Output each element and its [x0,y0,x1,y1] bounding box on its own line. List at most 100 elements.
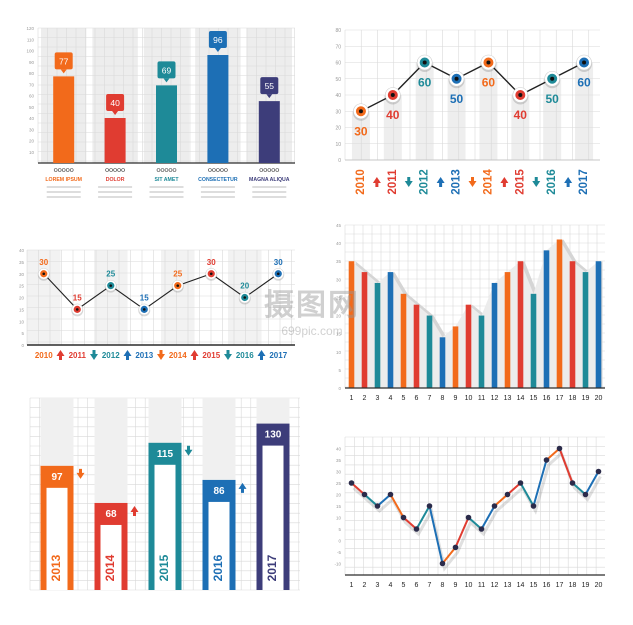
chart4-ytick: 0 [338,386,341,391]
chart4-x-label: 4 [389,395,393,402]
chart1-ytick: 60 [29,94,35,99]
chart6-x-label: 13 [504,582,512,589]
chart6-point [439,560,446,567]
chart6-segment [454,517,470,548]
chart2-x-label: 2013 [451,169,463,195]
chart2-ytick: 50 [335,77,341,83]
chart6-segment [519,482,535,507]
chart6-x-label: 10 [465,582,473,589]
chart6-x-label: 7 [428,582,432,589]
chart2-value-label: 60 [418,76,432,90]
chart6-point [504,491,511,498]
chart6-segment [584,471,600,495]
chart3-value-label: 25 [173,270,182,279]
chart1-value-label: 69 [162,65,172,75]
chart2-trend-arrow [372,177,381,187]
chart1-ytick: 90 [29,60,35,65]
chart4-x-label: 5 [402,395,406,402]
chart3-ytick: 10 [19,319,25,324]
chart6-point [387,491,394,498]
chart2-value-label: 50 [546,92,560,106]
chart3-value-label: 15 [73,293,82,302]
chart6-point [543,457,550,463]
chart5-value-label: 86 [213,486,225,497]
chart2-ytick: 10 [335,142,341,148]
chart5-year-label: 2013 [49,554,63,581]
chart5-year-label: 2015 [157,554,171,581]
chart2-point-center [390,93,395,97]
chart1-dot [172,168,177,172]
chart1-category-label: SIT AMET [154,177,179,183]
chart2-band [351,111,370,160]
chart2-value-label: 60 [482,76,496,90]
chart6-point [556,445,563,452]
chart5-trend-arrow [184,445,193,456]
chart1-dot [208,168,212,172]
chart3-value-label: 30 [39,258,48,267]
chart1-callout-tail [214,48,221,52]
chart3-point-center [209,272,213,276]
chart4-bar [530,293,537,388]
chart6-point [374,503,381,509]
chart3-point-center [109,284,113,287]
chart2-value-label: 40 [386,108,400,122]
chart1-bar [207,55,229,163]
chart6-ytick: 40 [336,447,342,452]
chart4-bar [569,261,576,388]
chart3-x-label: 2011 [69,351,87,360]
chart3-point-center [42,272,46,276]
chart3-ytick: 0 [21,343,24,348]
chart4-x-label: 6 [415,395,419,402]
chart3-ytick: 35 [19,260,25,265]
chart4-ytick: 15 [336,332,342,337]
chart6-ytick: 25 [336,481,342,486]
chart6-point [361,491,368,498]
chart2-ytick: 0 [338,158,341,164]
chart3-x-label: 2014 [169,351,187,360]
chart4-x-label: 11 [478,395,485,402]
chart2-ytick: 70 [335,44,341,50]
chart3-value-label: 25 [106,270,115,279]
chart4-x-label: 15 [530,395,538,402]
chart4-bar [582,272,589,388]
chart2-point-center [486,60,491,65]
chart4-bar [374,282,381,388]
chart1-category-label: LOREM IPSUM [45,177,82,183]
chart1-dot [121,168,125,172]
chart6-point [491,503,498,509]
chart6-segment [389,494,405,518]
chart1-dot [113,168,117,172]
chart6-x-label: 9 [454,582,458,589]
chart6-x-label: 6 [415,582,419,589]
chart1-dot [220,168,224,172]
chart6-point [348,480,355,486]
chart1-ytick: 110 [27,37,35,42]
chart3-point-center [243,296,247,299]
chart6-segment [493,493,509,507]
chart2-trend-arrow [468,177,477,187]
chart2-value-label: 30 [354,124,368,138]
chart6-ytick: 0 [338,539,341,544]
chart3-band [94,250,128,345]
chart2-x-label: 2014 [482,169,494,195]
chart6-segment [402,516,418,530]
chart1-callout [54,52,73,70]
chart6-ytick: -10 [334,562,341,567]
chart1-dot [267,168,272,172]
chart1-dot [160,168,165,172]
chart1-ytick: 30 [29,127,35,132]
chart4-bar [387,272,394,388]
chart2-band [447,78,466,160]
chart6-x-label: 4 [389,582,393,589]
chart4-x-label: 12 [491,395,499,402]
chart4-bar [439,337,446,388]
chart2-point-center [518,93,523,97]
chart6-segment [441,546,457,565]
chart1-dot [164,168,169,172]
chart4-bar [413,304,420,388]
chart3-trend-arrow [257,350,266,360]
chart6-segment [415,505,431,530]
chart6-segment [467,516,483,530]
